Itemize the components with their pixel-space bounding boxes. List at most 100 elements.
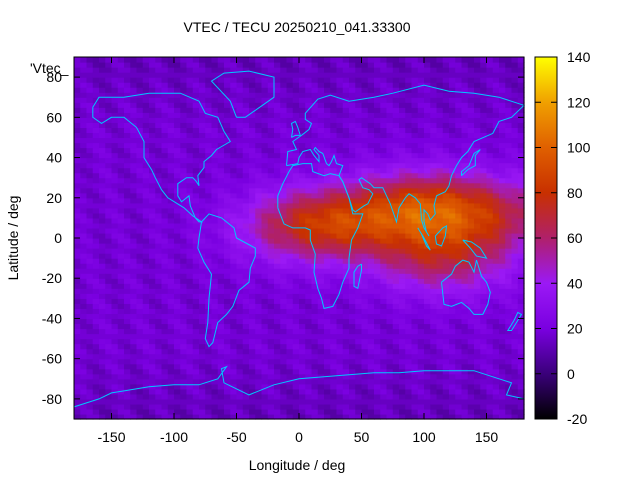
heatmap-cell: [399, 72, 406, 78]
heatmap-cell: [411, 318, 419, 325]
heatmap-cell: [455, 167, 463, 174]
heatmap-cell: [111, 313, 119, 320]
heatmap-cell: [430, 293, 438, 299]
heatmap-cell: [142, 288, 150, 294]
heatmap-cell: [311, 137, 319, 144]
heatmap-cell: [74, 358, 81, 365]
heatmap-cell: [336, 102, 344, 108]
heatmap-cell: [405, 102, 413, 108]
heatmap-cell: [274, 323, 281, 330]
heatmap-cell: [205, 132, 213, 139]
heatmap-cell: [474, 157, 481, 164]
heatmap-cell: [211, 77, 219, 83]
heatmap-cell: [386, 273, 394, 279]
heatmap-cell: [405, 132, 413, 139]
heatmap-cell: [180, 212, 188, 219]
heatmap-cell: [474, 273, 481, 279]
heatmap-cell: [242, 152, 250, 159]
heatmap-cell: [317, 192, 325, 199]
heatmap-cell: [430, 403, 438, 410]
heatmap-cell: [111, 323, 119, 330]
heatmap-cell: [249, 373, 256, 380]
heatmap-cell: [167, 72, 175, 78]
heatmap-cell: [461, 117, 469, 123]
heatmap-cell: [374, 137, 381, 144]
heatmap-cell: [417, 338, 425, 345]
heatmap-cell: [480, 243, 488, 249]
heatmap-cell: [405, 308, 413, 315]
heatmap-cell: [280, 358, 288, 365]
heatmap-cell: [336, 227, 344, 234]
heatmap-cell: [217, 112, 225, 118]
heatmap-cell: [317, 343, 325, 350]
heatmap-cell: [142, 142, 150, 149]
heatmap-cell: [186, 172, 194, 179]
heatmap-cell: [274, 132, 281, 139]
heatmap-cell: [436, 358, 444, 365]
heatmap-cell: [136, 177, 144, 184]
heatmap-cell: [361, 308, 369, 315]
heatmap-cell: [436, 122, 444, 128]
heatmap-cell: [255, 248, 263, 254]
heatmap-cell: [211, 248, 219, 254]
heatmap-cell: [486, 102, 494, 108]
heatmap-cell: [480, 258, 488, 264]
heatmap-cell: [136, 268, 144, 274]
heatmap-cell: [292, 142, 300, 149]
heatmap-cell: [155, 157, 163, 164]
heatmap-cell: [292, 373, 300, 380]
heatmap-cell: [124, 232, 131, 239]
heatmap-cell: [117, 243, 125, 249]
heatmap-cell: [261, 293, 269, 299]
heatmap-cell: [311, 238, 319, 244]
heatmap-cell: [455, 263, 463, 269]
heatmap-cell: [205, 72, 213, 78]
heatmap-cell: [192, 197, 200, 204]
heatmap-cell: [386, 358, 394, 365]
heatmap-cell: [99, 122, 106, 128]
heatmap-cell: [411, 137, 419, 144]
heatmap-cell: [224, 157, 231, 164]
heatmap-cell: [330, 378, 338, 385]
heatmap-cell: [167, 137, 175, 144]
heatmap-cell: [374, 197, 381, 204]
heatmap-cell: [449, 248, 456, 254]
heatmap-cell: [286, 117, 294, 123]
heatmap-cell: [286, 87, 294, 93]
heatmap-cell: [130, 87, 138, 93]
heatmap-cell: [149, 403, 156, 410]
heatmap-cell: [217, 368, 225, 375]
heatmap-cell: [274, 383, 281, 390]
heatmap-cell: [355, 212, 363, 219]
heatmap-cell: [267, 303, 275, 309]
heatmap-cell: [355, 378, 363, 385]
heatmap-cell: [86, 157, 94, 164]
heatmap-cell: [492, 162, 500, 169]
heatmap-cell: [349, 248, 356, 254]
heatmap-cell: [155, 132, 163, 139]
heatmap-cell: [474, 132, 481, 139]
heatmap-cell: [274, 298, 281, 304]
heatmap-cell: [305, 177, 313, 184]
heatmap-cell: [105, 243, 113, 249]
heatmap-cell: [186, 258, 194, 264]
heatmap-cell: [167, 62, 175, 68]
heatmap-cell: [324, 57, 331, 63]
heatmap-cell: [155, 348, 163, 355]
heatmap-cell: [211, 338, 219, 345]
heatmap-cell: [424, 112, 431, 118]
heatmap-cell: [80, 152, 88, 159]
heatmap-cell: [274, 157, 281, 164]
heatmap-cell: [311, 97, 319, 103]
heatmap-cell: [261, 142, 269, 149]
heatmap-cell: [242, 212, 250, 219]
heatmap-cell: [399, 313, 406, 320]
heatmap-cell: [224, 318, 231, 325]
heatmap-cell: [442, 117, 450, 123]
heatmap-cell: [99, 398, 106, 405]
heatmap-cell: [136, 217, 144, 224]
heatmap-cell: [192, 383, 200, 390]
heatmap-cell: [436, 162, 444, 169]
heatmap-cell: [367, 278, 375, 284]
heatmap-cell: [211, 217, 219, 224]
